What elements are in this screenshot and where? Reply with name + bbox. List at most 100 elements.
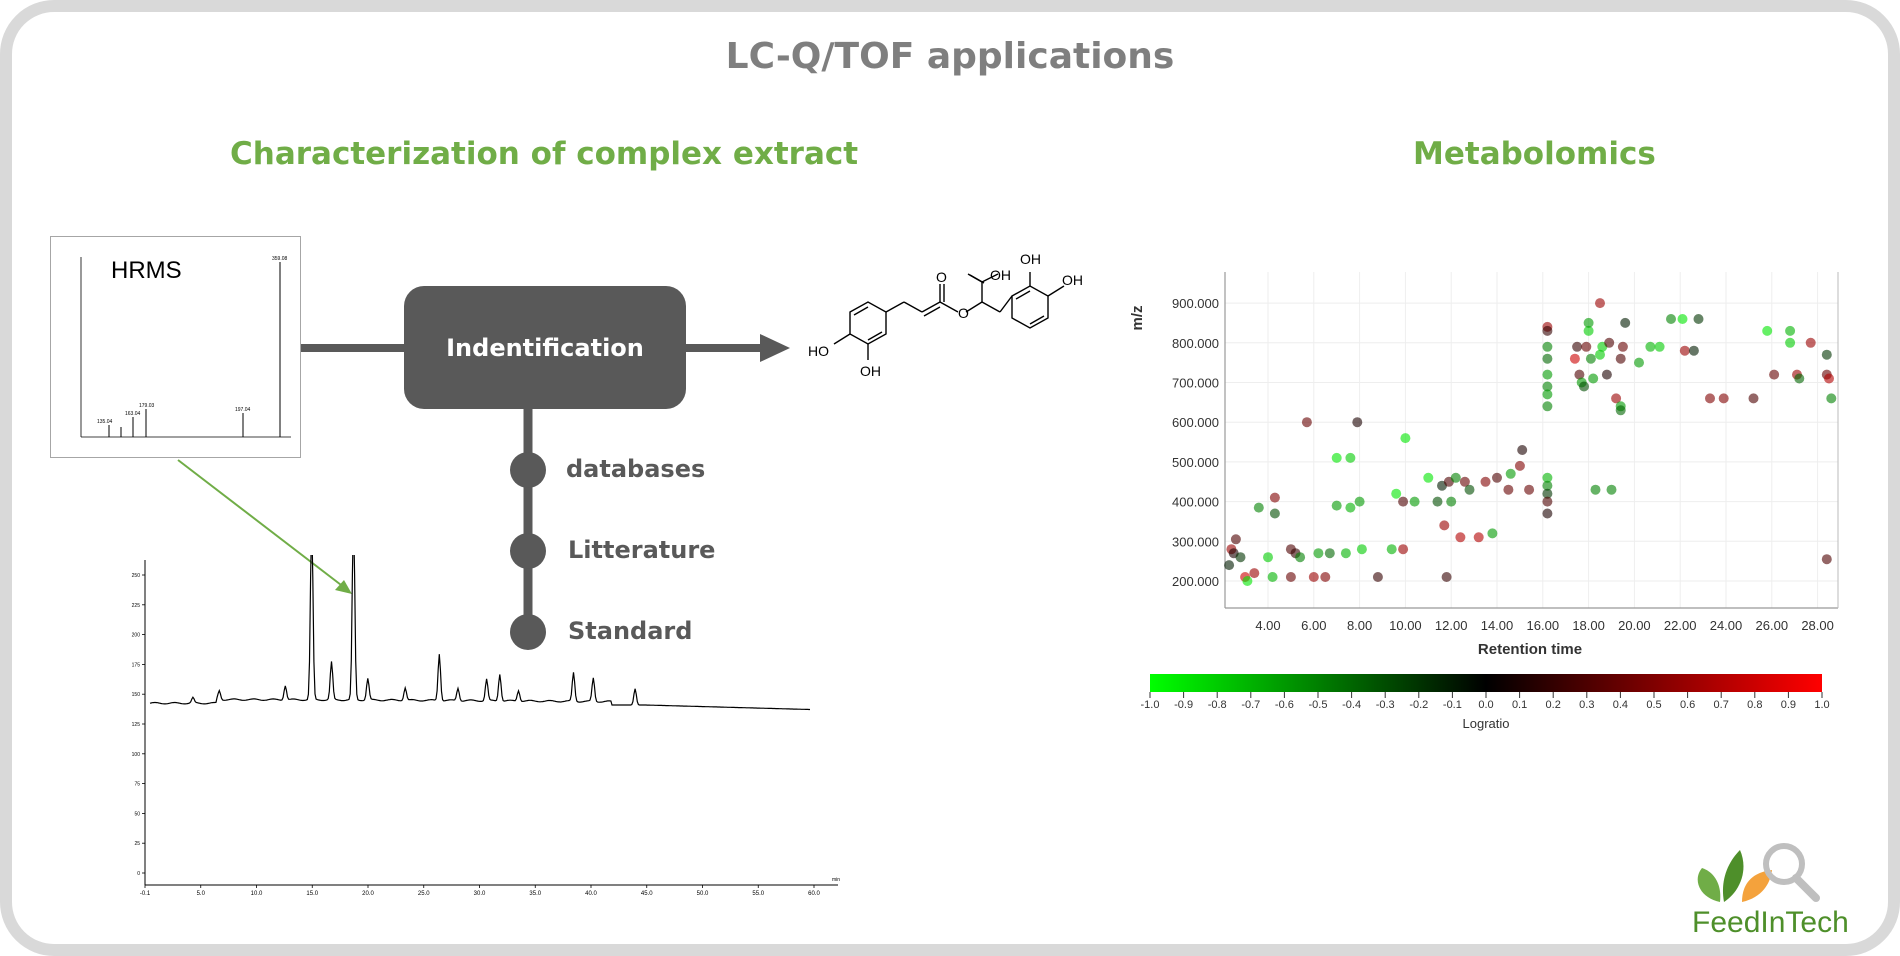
scatter-point <box>1542 401 1553 412</box>
scatter-point <box>1450 472 1461 483</box>
scatter-point <box>1542 488 1553 499</box>
scatter-point <box>1590 484 1601 495</box>
scatter-point <box>1285 572 1296 582</box>
scatter-point <box>1423 472 1434 483</box>
scatter-point <box>1263 552 1273 563</box>
scatter-point <box>1398 544 1409 555</box>
scatter-point <box>1242 576 1253 586</box>
scatter-point <box>1585 353 1596 364</box>
scatter-point <box>1604 337 1615 348</box>
scatter-point <box>1398 496 1409 507</box>
scatter-y-tick: 400.000 <box>1172 495 1219 510</box>
scatter-point <box>1617 341 1628 352</box>
scatter-x-tick: 22.00 <box>1664 618 1697 633</box>
scatter-point <box>1455 532 1466 543</box>
chromatogram-x-unit: min <box>832 877 840 883</box>
scatter-point <box>1308 572 1319 582</box>
chromatogram-y-tick: 200 <box>132 633 141 639</box>
atom-label: OH <box>1020 251 1041 267</box>
scatter-point <box>1439 520 1450 531</box>
scatter-point <box>1595 298 1605 309</box>
scatter-point <box>1320 572 1331 582</box>
colorbar-tick: -1.0 <box>1141 699 1160 711</box>
scatter-x-tick: 28.00 <box>1801 618 1834 633</box>
scatter-point <box>1372 572 1383 582</box>
colorbar-ticks: -1.0 -0.9 -0.8 -0.7 -0.6 -0.5 -0.4 -0.3 -0.2 -0.1… <box>1141 692 1830 711</box>
hrms-label: HRMS <box>111 257 182 284</box>
scatter-point <box>1595 349 1605 360</box>
scatter-y-tick: 900.000 <box>1172 296 1219 311</box>
scatter-point <box>1826 393 1837 404</box>
scatter-point <box>1583 325 1594 336</box>
scatter-point <box>1705 393 1715 404</box>
scatter-point <box>1542 496 1553 507</box>
scatter-point <box>1620 317 1631 328</box>
molecule-structure: HO OH O O OH OH OH <box>808 251 1083 379</box>
colorbar-tick: -0.8 <box>1208 699 1227 711</box>
scatter-point <box>1230 534 1241 545</box>
scatter-point <box>1249 568 1260 579</box>
scatter-point <box>1805 337 1816 348</box>
hrms-to-chromatogram-arrowhead <box>335 580 352 594</box>
scatter-point <box>1345 502 1356 513</box>
colorbar-tick: 0.2 <box>1546 699 1561 711</box>
scatter-point <box>1224 560 1235 571</box>
scatter-point <box>1679 345 1690 356</box>
chromatogram-y-tick: 100 <box>132 752 141 758</box>
slide-title: LC-Q/TOF applications <box>725 36 1175 77</box>
scatter-point <box>1301 417 1312 428</box>
scatter-points <box>1224 298 1837 586</box>
colorbar-tick: -0.1 <box>1443 699 1462 711</box>
scatter-point <box>1464 484 1475 495</box>
chromatogram-y-tick: 0 <box>137 871 140 877</box>
atom-label: O <box>936 269 947 285</box>
scatter-point <box>1569 353 1580 364</box>
scatter-point <box>1785 325 1796 336</box>
scatter-point <box>1824 373 1834 384</box>
colorbar-tick: -0.3 <box>1376 699 1395 711</box>
scatter-point <box>1331 500 1342 511</box>
hrms-peak-label: 359.08 <box>272 256 288 262</box>
identification-box: Indentification <box>404 286 686 409</box>
scatter-point <box>1748 393 1759 404</box>
scatter-x-tick: 4.00 <box>1255 618 1280 633</box>
scatter-point <box>1654 341 1665 352</box>
scatter-x-tick: 18.00 <box>1572 618 1605 633</box>
scatter-point <box>1331 452 1342 463</box>
scatter-point <box>1295 552 1306 563</box>
chromatogram-y-tick: 50 <box>134 811 140 817</box>
scatter-point <box>1487 528 1498 539</box>
scatter-point <box>1517 445 1528 455</box>
chromatogram-x-tick: 45.0 <box>641 891 653 897</box>
scatter-point <box>1505 468 1516 479</box>
scatter-x-tick: 14.00 <box>1481 618 1514 633</box>
scatter-point <box>1352 417 1363 428</box>
feedintech-logo: FeedInTech <box>1692 843 1849 939</box>
chromatogram-x-tick: 35.0 <box>529 891 541 897</box>
scatter-point <box>1821 554 1832 565</box>
source-litterature: Litterature <box>568 536 716 564</box>
scatter-point <box>1606 484 1617 495</box>
atom-label: HO <box>808 343 829 359</box>
scatter-y-tick: 700.000 <box>1172 376 1219 391</box>
scatter-point <box>1542 325 1553 336</box>
logo-text: FeedInTech <box>1692 906 1849 939</box>
scatter-point <box>1432 496 1443 507</box>
hrms-peak-label: 135.04 <box>97 419 113 425</box>
chromatogram-x-tick: 10.0 <box>251 891 263 897</box>
scatter-point <box>1480 476 1491 487</box>
chromatogram-axes: 0 25 50 75 100 125 150 175 200 225 250 -0.1 5.0 10.0 1… <box>132 560 840 897</box>
scatter-point <box>1503 484 1514 495</box>
metabolomics-scatter: 200.000 300.000 400.000 500.000 600.000 700.0… <box>1130 272 1839 731</box>
chromatogram-y-tick: 225 <box>132 603 141 609</box>
colorbar-tick: -0.6 <box>1275 699 1294 711</box>
scatter-point <box>1313 548 1324 559</box>
hrms-peak-label: 179.03 <box>139 403 155 409</box>
scatter-point <box>1473 532 1484 543</box>
chromatogram-x-tick: 5.0 <box>197 891 206 897</box>
scatter-point <box>1688 345 1699 356</box>
x-axis-label: Retention time <box>1478 641 1582 658</box>
chromatogram-x-tick: 25.0 <box>418 891 430 897</box>
source-databases: databases <box>566 455 706 483</box>
